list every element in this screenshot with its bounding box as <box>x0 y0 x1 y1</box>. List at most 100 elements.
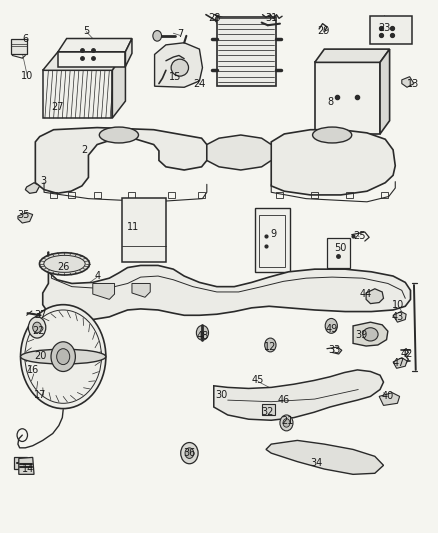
Text: 40: 40 <box>382 391 394 401</box>
Polygon shape <box>43 252 410 320</box>
Text: 13: 13 <box>406 78 419 88</box>
Text: 32: 32 <box>261 407 274 417</box>
Polygon shape <box>11 38 27 54</box>
Text: 3: 3 <box>41 175 47 185</box>
Circle shape <box>280 415 293 431</box>
Text: 10: 10 <box>392 300 404 310</box>
Text: 21: 21 <box>282 416 294 426</box>
Polygon shape <box>353 322 388 346</box>
Polygon shape <box>93 284 115 300</box>
Text: 25: 25 <box>353 231 365 241</box>
Circle shape <box>325 318 337 333</box>
Text: 45: 45 <box>252 375 265 385</box>
Text: 10: 10 <box>21 70 34 80</box>
Text: 39: 39 <box>356 330 368 341</box>
Polygon shape <box>217 17 276 86</box>
Polygon shape <box>254 208 290 272</box>
Polygon shape <box>271 130 395 195</box>
Polygon shape <box>207 135 271 170</box>
Polygon shape <box>315 62 380 134</box>
Text: 30: 30 <box>215 390 227 400</box>
Circle shape <box>28 317 46 338</box>
Ellipse shape <box>99 127 138 143</box>
Circle shape <box>265 338 276 352</box>
Text: 16: 16 <box>27 365 39 375</box>
Polygon shape <box>393 358 407 368</box>
Ellipse shape <box>171 59 188 76</box>
Text: 44: 44 <box>360 289 372 299</box>
Text: 24: 24 <box>193 78 205 88</box>
Circle shape <box>153 30 162 41</box>
Text: 28: 28 <box>208 13 221 23</box>
Circle shape <box>283 419 290 427</box>
Text: 4: 4 <box>94 271 100 281</box>
Text: 14: 14 <box>22 464 35 474</box>
Ellipse shape <box>39 253 89 275</box>
Text: 46: 46 <box>277 395 290 405</box>
Polygon shape <box>366 289 384 304</box>
Ellipse shape <box>21 349 106 364</box>
Text: 7: 7 <box>177 29 183 39</box>
Circle shape <box>33 322 42 333</box>
Polygon shape <box>35 127 207 193</box>
Circle shape <box>196 325 208 340</box>
Text: 20: 20 <box>34 351 47 361</box>
Text: 22: 22 <box>32 326 45 336</box>
Text: 35: 35 <box>17 209 29 220</box>
Polygon shape <box>122 198 166 262</box>
Text: 50: 50 <box>335 243 347 253</box>
Text: 26: 26 <box>57 262 69 271</box>
Text: 5: 5 <box>83 26 89 36</box>
Text: 42: 42 <box>401 349 413 359</box>
Polygon shape <box>43 52 125 70</box>
Text: 9: 9 <box>270 229 276 239</box>
Text: 43: 43 <box>391 312 403 322</box>
Text: 34: 34 <box>311 458 323 467</box>
Text: 15: 15 <box>170 71 182 82</box>
Text: 23: 23 <box>378 23 391 33</box>
Polygon shape <box>125 38 132 67</box>
Ellipse shape <box>313 127 352 143</box>
Polygon shape <box>19 457 34 474</box>
Circle shape <box>57 349 70 365</box>
Polygon shape <box>214 370 384 420</box>
Ellipse shape <box>363 328 378 341</box>
Text: 2: 2 <box>81 145 87 155</box>
Polygon shape <box>14 457 27 469</box>
Text: 47: 47 <box>392 358 405 368</box>
Text: 48: 48 <box>196 332 208 342</box>
Text: 37: 37 <box>34 310 47 320</box>
Polygon shape <box>18 213 33 223</box>
Text: 29: 29 <box>317 26 330 36</box>
Text: 31: 31 <box>265 13 277 23</box>
Polygon shape <box>379 393 399 406</box>
Text: 8: 8 <box>327 97 333 107</box>
Text: 27: 27 <box>52 102 64 112</box>
Polygon shape <box>371 16 412 44</box>
Text: 12: 12 <box>264 342 276 352</box>
Ellipse shape <box>215 142 250 157</box>
Polygon shape <box>113 52 125 118</box>
Text: 36: 36 <box>183 448 195 458</box>
Polygon shape <box>315 49 390 62</box>
Circle shape <box>51 342 75 372</box>
Polygon shape <box>58 52 125 67</box>
Text: 33: 33 <box>328 345 340 356</box>
Circle shape <box>21 305 106 409</box>
Text: 49: 49 <box>325 324 337 334</box>
Circle shape <box>185 448 194 458</box>
Polygon shape <box>58 38 132 52</box>
Polygon shape <box>266 440 384 474</box>
Polygon shape <box>132 284 150 297</box>
Circle shape <box>181 442 198 464</box>
Polygon shape <box>393 312 406 322</box>
Polygon shape <box>25 183 40 193</box>
Polygon shape <box>43 70 113 118</box>
Polygon shape <box>380 49 390 134</box>
Text: 6: 6 <box>22 34 28 44</box>
Text: 11: 11 <box>127 222 139 232</box>
Polygon shape <box>155 43 202 87</box>
Text: 17: 17 <box>34 390 47 400</box>
Polygon shape <box>402 77 414 87</box>
Polygon shape <box>327 238 350 268</box>
